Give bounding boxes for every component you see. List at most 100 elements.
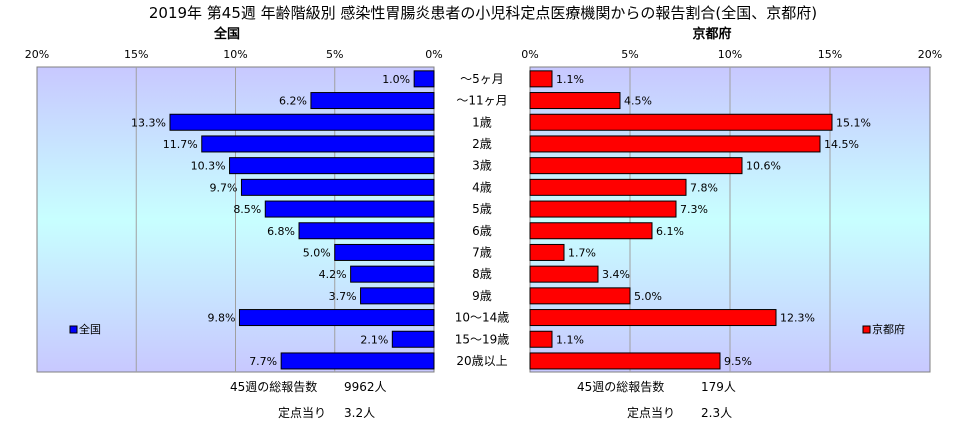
category-label: 6歳 bbox=[472, 224, 492, 238]
category-label: 2歳 bbox=[472, 137, 492, 151]
left-bar bbox=[310, 92, 435, 110]
right-bar-label: 9.5% bbox=[724, 355, 752, 368]
left-tick-label: 0% bbox=[425, 48, 442, 61]
right-tick-label: 0% bbox=[521, 48, 538, 61]
right-legend-label: 京都府 bbox=[872, 322, 905, 336]
left-total-value: 9962人 bbox=[344, 380, 387, 394]
right-bar bbox=[529, 265, 599, 283]
left-bar bbox=[298, 222, 435, 240]
chart-title: 2019年 第45週 年齢階級別 感染性胃腸炎患者の小児科定点医療機関からの報告… bbox=[149, 4, 817, 22]
category-label: 4歳 bbox=[472, 180, 492, 194]
left-bar bbox=[264, 200, 435, 218]
left-per-site-value: 3.2人 bbox=[344, 406, 375, 420]
right-bar-label: 5.0% bbox=[634, 290, 662, 303]
left-bar bbox=[240, 178, 435, 196]
right-bar bbox=[529, 243, 565, 261]
left-bar bbox=[350, 265, 435, 283]
right-bar-label: 1.7% bbox=[568, 246, 596, 259]
right-bar bbox=[529, 157, 743, 175]
category-label: 15～19歳 bbox=[455, 332, 510, 346]
category-label: 20歳以上 bbox=[456, 354, 507, 368]
right-bar bbox=[529, 309, 777, 327]
category-label: 1歳 bbox=[472, 115, 492, 129]
category-label: ～5ヶ月 bbox=[460, 72, 504, 86]
right-bar bbox=[529, 200, 677, 218]
left-bar-label: 6.2% bbox=[279, 95, 307, 108]
left-legend-label: 全国 bbox=[79, 322, 101, 336]
left-bar-label: 6.8% bbox=[267, 225, 295, 238]
right-panel-title: 京都府 bbox=[692, 26, 731, 42]
left-bar-label: 2.1% bbox=[360, 333, 388, 346]
left-bar-label: 5.0% bbox=[303, 246, 331, 259]
right-total-label: 45週の総報告数 bbox=[577, 379, 664, 394]
right-total-value: 179人 bbox=[701, 380, 736, 394]
category-label: 7歳 bbox=[472, 245, 492, 259]
right-bar-label: 15.1% bbox=[836, 116, 871, 129]
right-bar bbox=[529, 222, 653, 240]
category-label: 8歳 bbox=[472, 267, 492, 281]
left-bar-label: 10.3% bbox=[191, 160, 226, 173]
left-bar bbox=[238, 309, 435, 327]
right-tick-label: 5% bbox=[621, 48, 638, 61]
right-tick-label: 15% bbox=[818, 48, 842, 61]
category-labels: ～5ヶ月 ～11ヶ月 1歳 2歳 3歳 4歳 5歳 6歳 7歳 8歳 9歳 10～14歳 15～19歳 2… bbox=[455, 72, 510, 368]
right-tick-label: 10% bbox=[718, 48, 742, 61]
right-bar bbox=[529, 113, 833, 131]
right-bar-label: 6.1% bbox=[656, 225, 684, 238]
right-legend-swatch bbox=[862, 325, 871, 334]
left-tick-label: 20% bbox=[25, 48, 49, 61]
left-bar-label: 7.7% bbox=[249, 355, 277, 368]
right-bar-label: 1.1% bbox=[556, 73, 584, 86]
right-bar bbox=[529, 178, 687, 196]
right-per-site-value: 2.3人 bbox=[701, 406, 732, 420]
left-bar bbox=[229, 157, 435, 175]
right-bar-label: 1.1% bbox=[556, 333, 584, 346]
left-bar bbox=[360, 287, 435, 305]
left-bar bbox=[280, 352, 435, 370]
right-bar-label: 14.5% bbox=[824, 138, 859, 151]
right-bar-label: 7.8% bbox=[690, 181, 718, 194]
right-bar bbox=[529, 330, 553, 348]
right-per-site-label: 定点当り bbox=[627, 405, 675, 420]
left-bar-label: 9.7% bbox=[210, 181, 238, 194]
left-tick-label: 10% bbox=[223, 48, 247, 61]
left-bar-label: 4.2% bbox=[319, 268, 347, 281]
right-bar bbox=[529, 70, 553, 88]
right-bar-label: 4.5% bbox=[624, 95, 652, 108]
left-bar bbox=[201, 135, 435, 153]
left-legend-swatch bbox=[69, 325, 78, 334]
category-label: ～11ヶ月 bbox=[456, 94, 507, 108]
left-bar-label: 8.5% bbox=[233, 203, 261, 216]
category-label: 9歳 bbox=[472, 289, 492, 303]
right-bar-label: 3.4% bbox=[602, 268, 630, 281]
left-total-label: 45週の総報告数 bbox=[230, 379, 317, 394]
category-label: 10～14歳 bbox=[455, 311, 510, 325]
bars bbox=[169, 70, 833, 370]
right-bar bbox=[529, 287, 631, 305]
left-per-site-label: 定点当り bbox=[278, 405, 326, 420]
right-bar-label: 10.6% bbox=[746, 160, 781, 173]
category-label: 5歳 bbox=[472, 202, 492, 216]
left-bar-label: 3.7% bbox=[329, 290, 357, 303]
right-bar-label: 7.3% bbox=[680, 203, 708, 216]
left-bar-label: 11.7% bbox=[163, 138, 198, 151]
right-bar bbox=[529, 135, 821, 153]
left-bar-label: 13.3% bbox=[131, 116, 166, 129]
right-bar bbox=[529, 352, 721, 370]
data-labels: 1.0% 1.1% 6.2% 4.5% 13.3% 15.1% 11.7% 14.5% 10.3… bbox=[131, 73, 871, 368]
right-bar bbox=[529, 92, 621, 110]
left-tick-label: 5% bbox=[326, 48, 343, 61]
left-bar-label: 1.0% bbox=[382, 73, 410, 86]
category-label: 3歳 bbox=[472, 159, 492, 173]
left-bar bbox=[169, 113, 435, 131]
axis-ticks: 20% 15% 10% 5% 0% 0% 5% 10% 15% 20% bbox=[25, 48, 942, 61]
left-tick-label: 15% bbox=[124, 48, 148, 61]
right-bar-label: 12.3% bbox=[780, 312, 815, 325]
left-bar bbox=[334, 243, 435, 261]
left-bar bbox=[413, 70, 435, 88]
left-panel-title: 全国 bbox=[213, 26, 240, 42]
right-tick-label: 20% bbox=[918, 48, 942, 61]
left-bar bbox=[391, 330, 435, 348]
left-bar-label: 9.8% bbox=[208, 312, 236, 325]
